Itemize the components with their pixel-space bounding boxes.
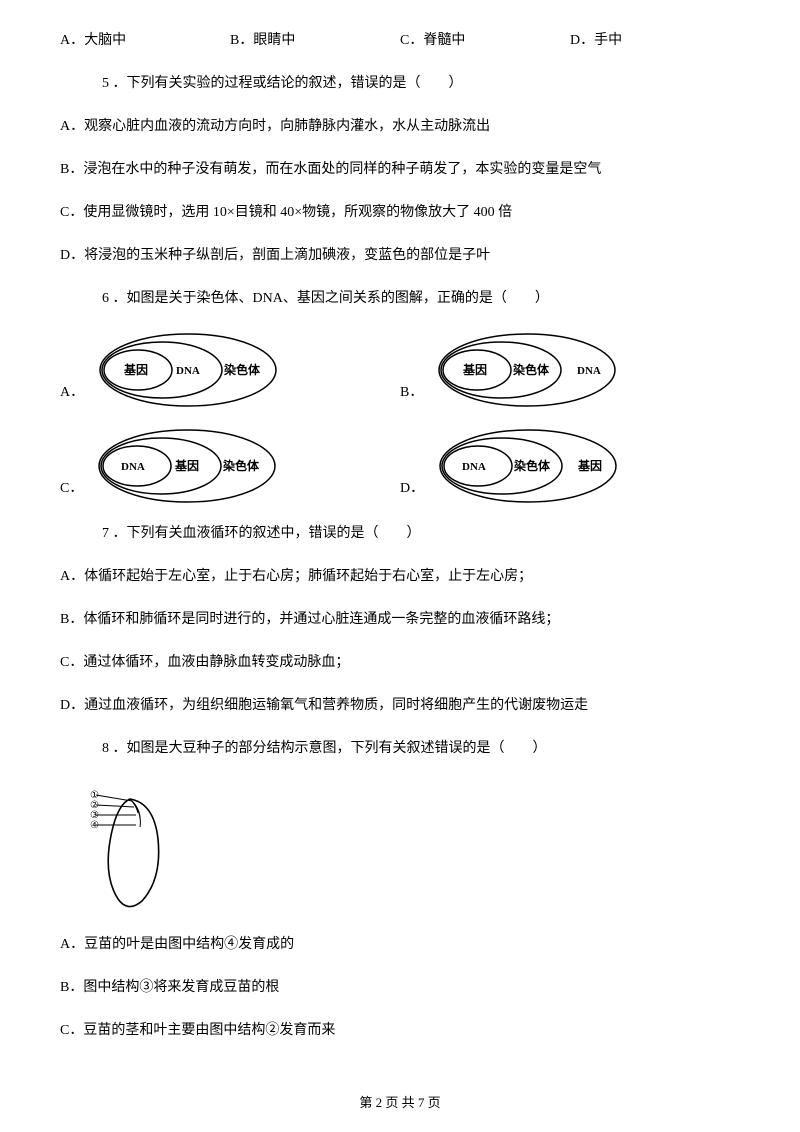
opt-label: A． <box>60 33 84 48</box>
q4-option-d: D．手中 <box>570 30 740 51</box>
venn-diagram-a-icon: 基因 DNA 染色体 <box>90 331 278 409</box>
svg-text:DNA: DNA <box>462 461 486 473</box>
q7-option-b: B．体循环和肺循环是同时进行的，并通过心脏连通成一条完整的血液循环路线； <box>60 609 740 630</box>
svg-text:染色体: 染色体 <box>513 458 551 473</box>
q7-option-c: C．通过体循环，血液由静脉血转变成动脉血； <box>60 652 740 673</box>
q5-option-d: D．将浸泡的玉米种子纵剖后，剖面上滴加碘液，变蓝色的部位是子叶 <box>60 245 740 266</box>
svg-text:基因: 基因 <box>577 458 602 473</box>
page-footer: 第 2 页 共 7 页 <box>0 1093 800 1113</box>
svg-text:基因: 基因 <box>123 362 148 377</box>
q6-row1: A． 基因 DNA 染色体 B． 基因 染色体 DNA <box>60 331 740 409</box>
venn-diagram-c-icon: DNA 基因 染色体 <box>89 427 277 505</box>
svg-text:DNA: DNA <box>577 365 601 377</box>
svg-text:基因: 基因 <box>462 362 487 377</box>
q8-stem: 8 ．如图是大豆种子的部分结构示意图，下列有关叙述错误的是（ ） <box>60 738 740 759</box>
q7-option-a: A．体循环起始于左心室，止于右心房；肺循环起始于右心室，止于左心房； <box>60 566 740 587</box>
svg-text:染色体: 染色体 <box>223 362 261 377</box>
opt-text: 手中 <box>594 33 622 48</box>
q6-label-b: B． <box>400 382 423 409</box>
opt-label: B． <box>230 33 253 48</box>
q7-stem: 7 ．下列有关血液循环的叙述中，错误的是（ ） <box>60 523 740 544</box>
opt-text: 眼睛中 <box>253 33 295 48</box>
q6-cell-a: A． 基因 DNA 染色体 <box>60 331 400 409</box>
svg-text:DNA: DNA <box>121 461 145 473</box>
svg-text:基因: 基因 <box>174 458 199 473</box>
q6-cell-b: B． 基因 染色体 DNA <box>400 331 740 409</box>
q4-option-c: C．脊髓中 <box>400 30 570 51</box>
q4-options: A．大脑中 B．眼睛中 C．脊髓中 D．手中 <box>60 30 740 51</box>
opt-text: 大脑中 <box>84 33 126 48</box>
q6-label-d: D． <box>400 478 424 505</box>
svg-text:DNA: DNA <box>176 365 200 377</box>
opt-text: 脊髓中 <box>423 33 465 48</box>
q4-option-b: B．眼睛中 <box>230 30 400 51</box>
q6-cell-c: C． DNA 基因 染色体 <box>60 427 400 505</box>
q6-stem: 6 ．如图是关于染色体、DNA、基因之间关系的图解，正确的是（ ） <box>60 288 740 309</box>
q8-option-b: B．图中结构③将来发育成豆苗的根 <box>60 977 740 998</box>
q5-option-a: A．观察心脏内血液的流动方向时，向肺静脉内灌水，水从主动脉流出 <box>60 116 740 137</box>
q5-option-b: B．浸泡在水中的种子没有萌发，而在水面处的同样的种子萌发了，本实验的变量是空气 <box>60 159 740 180</box>
q6-label-a: A． <box>60 382 84 409</box>
q8-option-c: C．豆苗的茎和叶主要由图中结构②发育而来 <box>60 1020 740 1041</box>
svg-text:染色体: 染色体 <box>512 362 550 377</box>
opt-label: D． <box>570 33 594 48</box>
venn-diagram-d-icon: DNA 染色体 基因 <box>430 427 618 505</box>
svg-text:染色体: 染色体 <box>222 458 260 473</box>
q4-option-a: A．大脑中 <box>60 30 230 51</box>
q6-cell-d: D． DNA 染色体 基因 <box>400 427 740 505</box>
svg-text:④: ④ <box>90 820 99 831</box>
venn-diagram-b-icon: 基因 染色体 DNA <box>429 331 617 409</box>
q5-stem: 5 ．下列有关实验的过程或结论的叙述，错误的是（ ） <box>60 73 740 94</box>
q7-option-d: D．通过血液循环，为组织细胞运输氧气和营养物质，同时将细胞产生的代谢废物运走 <box>60 695 740 716</box>
q6-label-c: C． <box>60 478 83 505</box>
opt-label: C． <box>400 33 423 48</box>
q6-row2: C． DNA 基因 染色体 D． DNA 染色体 基因 <box>60 427 740 505</box>
q8-option-a: A．豆苗的叶是由图中结构④发育成的 <box>60 934 740 955</box>
q5-option-c: C．使用显微镜时，选用 10×目镜和 40×物镜，所观察的物像放大了 400 倍 <box>60 202 740 223</box>
seed-diagram-icon: ① ② ③ ④ <box>90 781 740 918</box>
